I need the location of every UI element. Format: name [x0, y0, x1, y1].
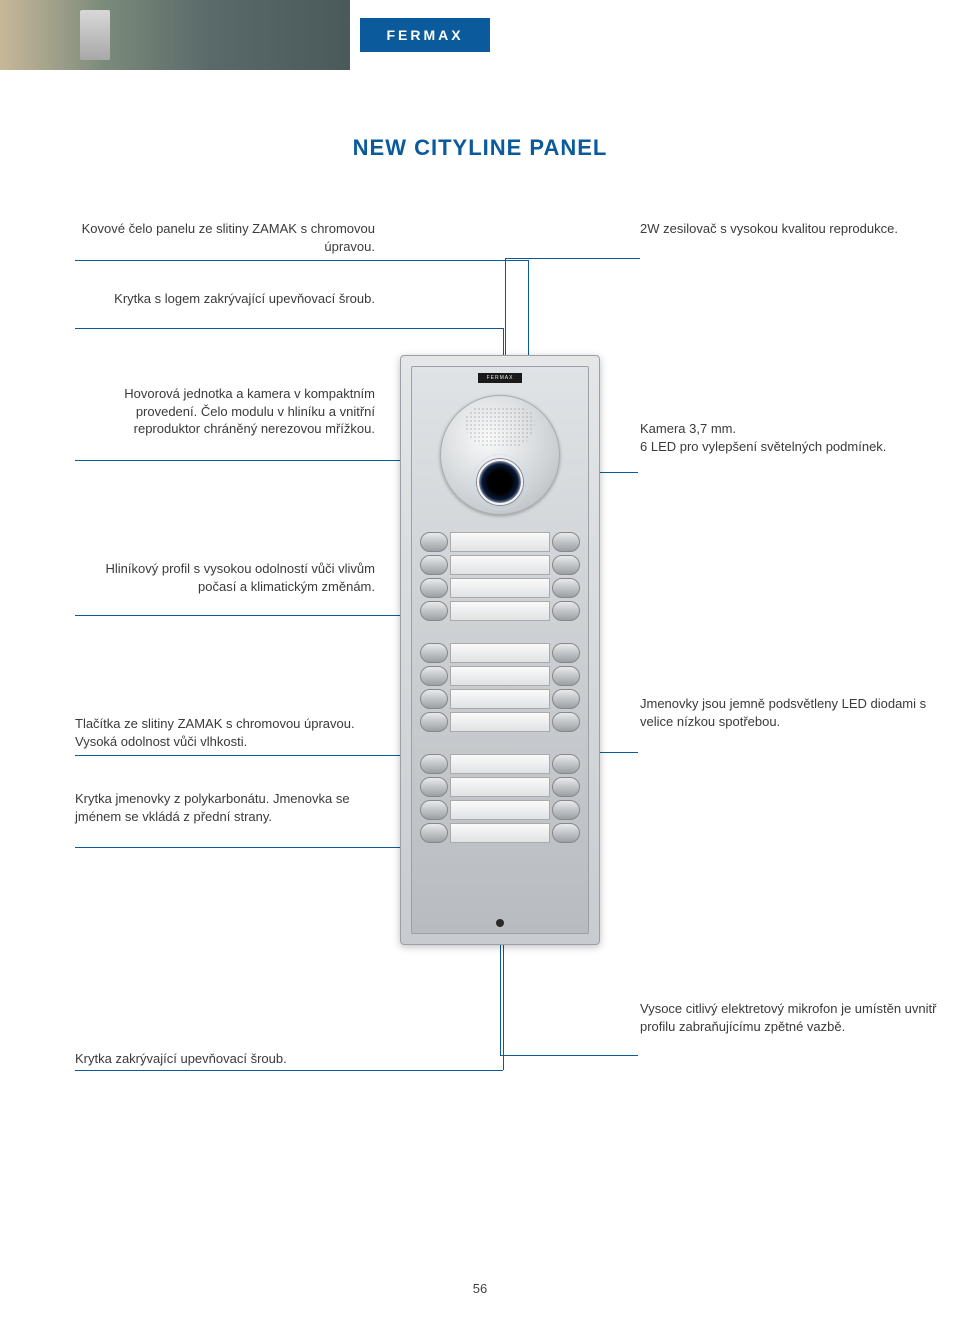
callout-voice-unit: Hovorová jednotka a kamera v kompakt­ním… [75, 385, 375, 438]
button-group [420, 643, 580, 732]
callout-logo-cover: Krytka s logem zakrývající upevňovací šr… [75, 290, 375, 308]
nameplate [450, 666, 550, 686]
button-row [420, 712, 580, 732]
call-button[interactable] [420, 754, 448, 774]
nameplate [450, 800, 550, 820]
camera-lens [477, 459, 523, 505]
button-group [420, 754, 580, 843]
button-row [420, 601, 580, 621]
call-button[interactable] [420, 712, 448, 732]
leader-line [75, 1070, 503, 1071]
callout-buttons: Tlačítka ze slitiny ZAMAK s chromovou úp… [75, 715, 375, 750]
call-button[interactable] [420, 689, 448, 709]
button-group [420, 532, 580, 621]
nameplate [450, 689, 550, 709]
call-button[interactable] [420, 578, 448, 598]
callout-microphone: Vysoce citlivý elektretový mikrofon je u… [640, 1000, 940, 1035]
callout-screw-cover: Krytka zakrývající upevňovací šroub. [75, 1050, 375, 1068]
callout-nameplate-cover: Krytka jmenovky z polykarbonátu. Jmenovk… [75, 790, 375, 825]
leader-line [505, 258, 640, 259]
leader-line [75, 328, 503, 329]
call-buttons-area [420, 532, 580, 913]
nameplate [450, 601, 550, 621]
page-title: NEW CITYLINE PANEL [0, 135, 960, 161]
button-row [420, 689, 580, 709]
button-row [420, 555, 580, 575]
nameplate [450, 643, 550, 663]
nameplate [450, 823, 550, 843]
call-button[interactable] [552, 666, 580, 686]
call-button[interactable] [552, 601, 580, 621]
call-button[interactable] [552, 532, 580, 552]
header-strip: FERMAX [0, 0, 960, 70]
callout-amplifier: 2W zesilovač s vysokou kvalitou reproduk… [640, 220, 940, 238]
button-row [420, 532, 580, 552]
call-button[interactable] [420, 666, 448, 686]
panel-brand-label: FERMAX [478, 373, 522, 383]
call-button[interactable] [552, 800, 580, 820]
button-row [420, 643, 580, 663]
call-button[interactable] [420, 800, 448, 820]
leader-line [528, 260, 529, 365]
call-button[interactable] [552, 712, 580, 732]
leader-line [500, 1055, 638, 1056]
leader-line [503, 945, 504, 1070]
button-row [420, 800, 580, 820]
nameplate [450, 578, 550, 598]
callout-backlit-labels: Jmenovky jsou jemně podsvětleny LED diod… [640, 695, 940, 730]
nameplate [450, 777, 550, 797]
call-button[interactable] [552, 823, 580, 843]
call-button[interactable] [552, 555, 580, 575]
speaker-grille [465, 407, 535, 447]
brand-logo: FERMAX [360, 18, 490, 52]
call-button[interactable] [552, 689, 580, 709]
page-number: 56 [0, 1281, 960, 1296]
call-button[interactable] [552, 777, 580, 797]
call-button[interactable] [420, 532, 448, 552]
call-button[interactable] [420, 823, 448, 843]
leader-line [75, 260, 528, 261]
call-button[interactable] [420, 601, 448, 621]
call-button[interactable] [420, 643, 448, 663]
call-button[interactable] [420, 777, 448, 797]
panel-inner: FERMAX [411, 366, 589, 934]
call-button[interactable] [552, 578, 580, 598]
leader-line [75, 615, 405, 616]
call-button[interactable] [552, 643, 580, 663]
intercom-panel: FERMAX [400, 355, 600, 945]
call-button[interactable] [552, 754, 580, 774]
button-row [420, 666, 580, 686]
button-row [420, 777, 580, 797]
microphone-hole [496, 919, 504, 927]
button-row [420, 823, 580, 843]
button-row [420, 754, 580, 774]
nameplate [450, 555, 550, 575]
callout-camera: Kamera 3,7 mm. 6 LED pro vylepšení světe… [640, 420, 940, 455]
nameplate [450, 754, 550, 774]
callout-metal-front: Kovové čelo panelu ze slitiny ZAMAK s ch… [75, 220, 375, 255]
header-photo [0, 0, 350, 70]
leader-line [75, 755, 425, 756]
leader-line [500, 940, 501, 1055]
leader-line [75, 460, 405, 461]
callout-aluminium-profile: Hliníkový profil s vysokou odolností vůč… [75, 560, 375, 595]
call-button[interactable] [420, 555, 448, 575]
speaker-camera-module [440, 395, 560, 515]
nameplate [450, 712, 550, 732]
button-row [420, 578, 580, 598]
nameplate [450, 532, 550, 552]
